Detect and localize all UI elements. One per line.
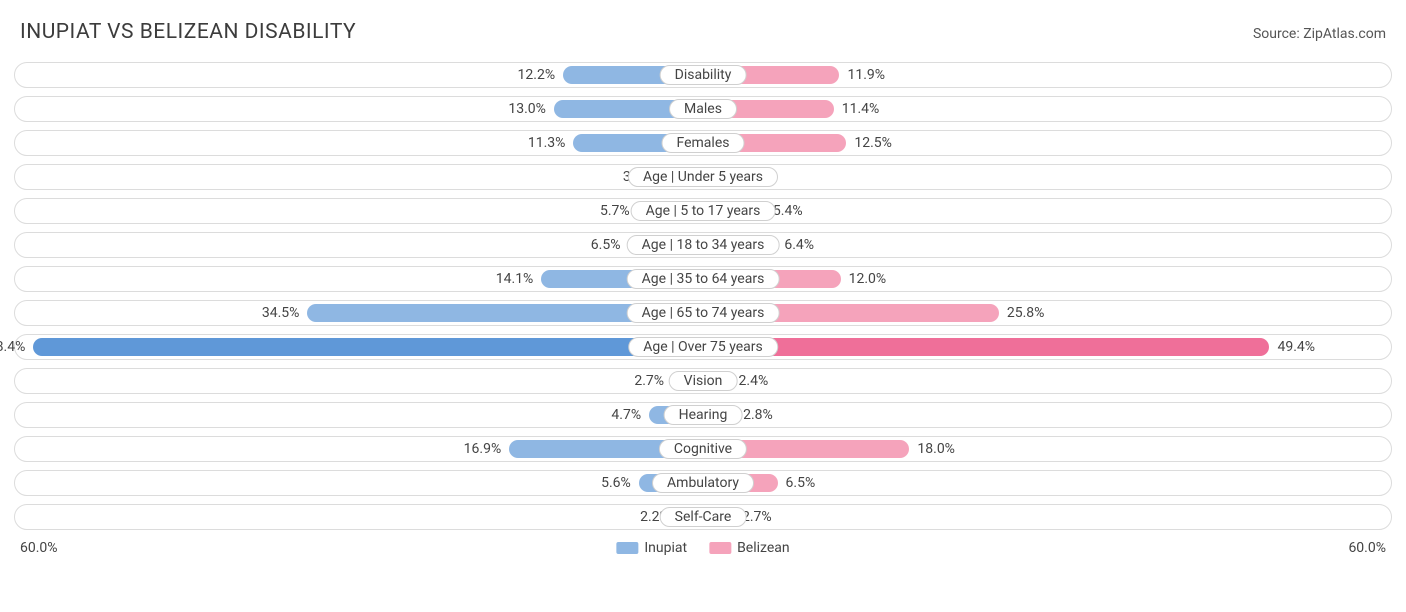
chart-title: INUPIAT VS BELIZEAN DISABILITY <box>20 20 356 44</box>
category-pill: Males <box>669 99 737 119</box>
axis-max-left: 60.0% <box>20 540 58 556</box>
value-right: 2.4% <box>739 369 769 393</box>
value-right: 11.9% <box>847 63 885 87</box>
value-left: 5.7% <box>600 199 630 223</box>
value-left: 58.4% <box>0 335 25 359</box>
value-right: 11.4% <box>842 97 880 121</box>
value-right: 2.8% <box>743 403 773 427</box>
category-pill: Self-Care <box>660 507 747 527</box>
value-right: 12.5% <box>854 131 892 155</box>
value-left: 4.7% <box>611 403 641 427</box>
value-left: 11.3% <box>528 131 566 155</box>
value-left: 13.0% <box>508 97 546 121</box>
chart-row: 14.1% 12.0% Age | 35 to 64 years <box>14 266 1392 292</box>
category-pill: Vision <box>669 371 738 391</box>
legend-swatch-left-icon <box>616 542 638 554</box>
category-pill: Females <box>662 133 745 153</box>
value-left: 5.6% <box>601 471 631 495</box>
legend-item-left: Inupiat <box>616 540 687 556</box>
value-right: 12.0% <box>849 267 887 291</box>
category-pill: Age | Over 75 years <box>628 337 778 357</box>
value-right: 5.4% <box>773 199 803 223</box>
chart-row: 3.7%1.2%Age | Under 5 years <box>14 164 1392 190</box>
value-right: 2.7% <box>742 505 772 529</box>
category-pill: Age | 65 to 74 years <box>627 303 780 323</box>
category-pill: Age | 18 to 34 years <box>627 235 780 255</box>
category-pill: Cognitive <box>659 439 747 459</box>
axis-max-right: 60.0% <box>1348 540 1386 556</box>
value-right: 6.5% <box>786 471 816 495</box>
category-pill: Hearing <box>664 405 743 425</box>
category-pill: Age | Under 5 years <box>628 167 778 187</box>
value-right: 49.4% <box>1277 335 1315 359</box>
chart-row: 2.7% 2.4%Vision <box>14 368 1392 394</box>
value-left: 34.5% <box>262 301 300 325</box>
value-left: 6.5% <box>591 233 621 257</box>
value-right: 6.4% <box>784 233 814 257</box>
legend-label-right: Belizean <box>737 540 790 556</box>
chart-row: 6.5% 6.4%Age | 18 to 34 years <box>14 232 1392 258</box>
legend-label-left: Inupiat <box>644 540 687 556</box>
chart-row: 11.3% 12.5% Females <box>14 130 1392 156</box>
category-pill: Age | 35 to 64 years <box>627 269 780 289</box>
value-left: 14.1% <box>496 267 534 291</box>
source-label: Source: ZipAtlas.com <box>1253 26 1386 42</box>
chart-row: 12.2% 11.9% Disability <box>14 62 1392 88</box>
value-left: 2.7% <box>634 369 664 393</box>
category-pill: Age | 5 to 17 years <box>631 201 776 221</box>
value-right: 25.8% <box>1007 301 1045 325</box>
chart-row: 4.7% 2.8%Hearing <box>14 402 1392 428</box>
diverging-bar-chart: 12.2% 11.9% Disability 13.0% 11.4% Males 11.3%… <box>14 62 1392 530</box>
chart-row: 13.0% 11.4% Males <box>14 96 1392 122</box>
value-right: 18.0% <box>917 437 955 461</box>
category-pill: Ambulatory <box>652 473 754 493</box>
chart-row: 2.2%2.7%Self-Care <box>14 504 1392 530</box>
bar-left <box>33 338 703 356</box>
chart-row: 16.9% 18.0% Cognitive <box>14 436 1392 462</box>
legend: Inupiat Belizean <box>616 540 789 556</box>
value-left: 16.9% <box>464 437 502 461</box>
chart-row: 5.6% 6.5% Ambulatory <box>14 470 1392 496</box>
value-left: 12.2% <box>518 63 556 87</box>
chart-row: 58.4%49.4%Age | Over 75 years <box>14 334 1392 360</box>
legend-item-right: Belizean <box>709 540 790 556</box>
bar-right <box>703 338 1269 356</box>
legend-swatch-right-icon <box>709 542 731 554</box>
chart-row: 34.5% 25.8% Age | 65 to 74 years <box>14 300 1392 326</box>
chart-row: 5.7% 5.4%Age | 5 to 17 years <box>14 198 1392 224</box>
category-pill: Disability <box>660 65 747 85</box>
